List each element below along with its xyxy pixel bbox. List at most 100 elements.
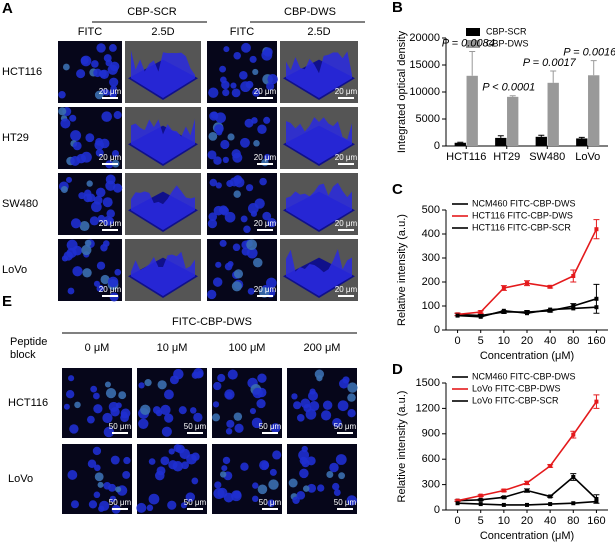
cell	[208, 131, 218, 141]
y-tick-label: 400	[422, 228, 440, 240]
error-bar	[538, 134, 545, 137]
cell	[217, 373, 226, 383]
panel-label: B	[392, 0, 403, 16]
scale-bar-label: 20 μm	[254, 219, 277, 228]
cell	[82, 268, 92, 278]
cell	[219, 239, 227, 247]
cell	[308, 390, 319, 401]
x-tick-label: 40	[544, 515, 556, 527]
cell	[152, 406, 161, 414]
cell	[69, 114, 77, 122]
scale-bar-label: 50 μm	[109, 422, 132, 431]
cell	[288, 478, 298, 488]
cell	[332, 482, 340, 491]
cell	[233, 269, 244, 279]
cell	[337, 400, 349, 412]
cell	[109, 61, 120, 72]
y-tick-label: 10000	[409, 86, 440, 98]
cell	[250, 210, 258, 217]
cell	[299, 456, 308, 465]
cell	[85, 133, 95, 143]
cell	[94, 140, 105, 150]
cell	[247, 287, 255, 295]
marker	[501, 308, 506, 313]
marker	[594, 305, 599, 310]
cell	[252, 387, 263, 399]
cell	[267, 217, 277, 228]
cell	[91, 60, 99, 68]
cell	[227, 133, 235, 141]
cell	[87, 459, 97, 468]
cell	[321, 410, 332, 421]
scale-bar-label: 20 μm	[99, 285, 122, 294]
marker	[548, 502, 553, 507]
cell	[251, 417, 263, 429]
cell	[329, 462, 339, 473]
cell	[265, 277, 277, 289]
bar	[466, 75, 478, 146]
x-tick-label: 20	[521, 515, 533, 527]
surface-peaks	[131, 50, 195, 98]
cell	[179, 448, 190, 460]
scale-bar-label: 50 μm	[184, 422, 207, 431]
bar	[576, 138, 588, 146]
panel-label: E	[2, 293, 12, 310]
marker	[548, 284, 553, 289]
cell	[303, 404, 312, 413]
column-header: 2.5D	[307, 26, 330, 38]
row-label: LoVo	[2, 264, 27, 276]
cell	[90, 385, 98, 393]
cell	[94, 90, 104, 100]
y-tick-label: 300	[422, 252, 440, 264]
cell	[347, 393, 356, 402]
scale-bar-label: 50 μm	[259, 498, 282, 507]
bar	[495, 137, 507, 146]
cell	[118, 391, 127, 400]
cell	[234, 423, 244, 433]
cell	[114, 268, 122, 276]
cell	[317, 484, 325, 492]
cell	[263, 116, 271, 124]
cell	[70, 218, 81, 229]
cell	[193, 412, 203, 423]
cell	[113, 111, 122, 120]
cell	[96, 43, 106, 53]
y-tick-label: 300	[422, 479, 440, 491]
error-bar	[469, 51, 476, 76]
legend-label: HCT116 FITC-CBP-DWS	[472, 210, 573, 220]
cell	[222, 89, 230, 97]
cell	[221, 465, 228, 472]
error-bar	[497, 135, 504, 138]
y-tick-label: 0	[434, 140, 440, 152]
cell	[207, 218, 218, 229]
x-tick-label: HT29	[493, 151, 520, 163]
cell	[267, 499, 276, 508]
scale-bar-label: 50 μm	[184, 498, 207, 507]
cell	[191, 477, 199, 485]
cell	[222, 456, 231, 465]
y-tick-label: 0	[434, 504, 440, 516]
cell	[138, 382, 145, 389]
cell	[94, 464, 101, 472]
cell	[96, 284, 104, 293]
cell	[212, 401, 220, 408]
scale-bar-label: 20 μm	[335, 87, 358, 96]
x-tick-label: 160	[587, 515, 605, 527]
legend-label: CBP-DWS	[486, 38, 529, 48]
column-header: FITC	[78, 26, 102, 38]
y-tick-label: 5000	[416, 113, 440, 125]
cell	[106, 209, 115, 218]
cell	[99, 69, 109, 80]
cell	[214, 481, 222, 489]
cell	[208, 87, 219, 98]
scale-bar-label: 20 μm	[99, 87, 122, 96]
cell	[233, 412, 243, 421]
legend-label: HCT116 FITC-CBP-SCR	[472, 222, 571, 232]
marker	[501, 286, 506, 290]
cell	[335, 454, 347, 465]
cell	[67, 470, 78, 480]
cell	[95, 148, 104, 157]
surface-peaks	[131, 185, 195, 230]
scale-bar-label: 20 μm	[254, 285, 277, 294]
